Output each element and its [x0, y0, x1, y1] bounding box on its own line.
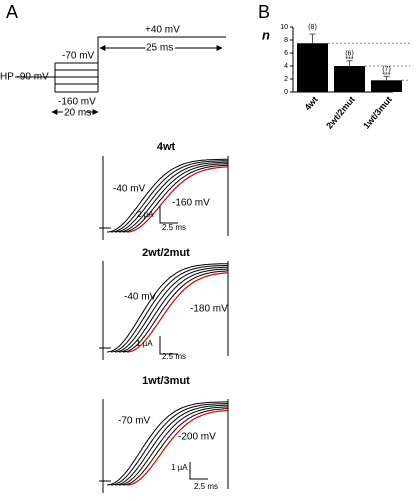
- current-trace: [118, 268, 229, 353]
- error-bar: [309, 33, 316, 44]
- y-axis-label: n: [262, 27, 270, 42]
- voltage-label: -160 mV: [58, 97, 96, 108]
- scale-label: 2.5 ms: [162, 223, 186, 232]
- trace-title: 4wt: [157, 141, 176, 153]
- current-trace: [110, 264, 229, 353]
- current-trace: [106, 263, 228, 353]
- current-trace: [114, 404, 229, 486]
- current-trace: [106, 158, 228, 233]
- current-trace: [118, 406, 229, 486]
- current-trace: [118, 163, 228, 233]
- scale-label: 2 µA: [137, 210, 154, 219]
- error-bar: [383, 75, 390, 81]
- significance: ***: [345, 57, 353, 64]
- scale-label: 2.5 ms: [194, 482, 218, 491]
- scale-label: 2.5 ms: [162, 352, 186, 361]
- current-trace: [110, 403, 229, 486]
- y-tick-label: 8: [284, 37, 288, 44]
- significance: ***: [382, 72, 390, 79]
- y-tick-label: 10: [280, 24, 288, 31]
- bar: [371, 80, 402, 92]
- n-label: (7): [382, 66, 391, 73]
- voltage-protocol: [15, 36, 226, 115]
- current-trace: [126, 409, 229, 486]
- bar: [334, 66, 365, 92]
- panel-label: B: [258, 2, 270, 22]
- y-tick-label: 2: [284, 76, 288, 83]
- trace-title: 2wt/2mut: [142, 247, 190, 259]
- current-trace: [122, 164, 229, 233]
- voltage-label: -40 mV: [113, 184, 146, 195]
- x-tick-label: 2wt/2mut: [324, 94, 357, 130]
- voltage-label: -70 mV: [62, 51, 95, 62]
- x-tick-label: 4wt: [303, 94, 320, 112]
- current-trace: [122, 408, 228, 486]
- panel-label: A: [6, 2, 18, 22]
- scale-bar: [189, 462, 208, 480]
- duration-label: 20 ms: [64, 108, 91, 119]
- error-bar: [346, 60, 353, 66]
- bar: [297, 43, 328, 92]
- scale-bar: [159, 206, 178, 224]
- x-tick-label: 1wt/3mut: [361, 94, 394, 130]
- current-trace: [110, 160, 229, 233]
- voltage-label: -200 mV: [178, 432, 216, 443]
- n-label: (6): [345, 51, 354, 58]
- voltage-label: -180 mV: [190, 304, 228, 315]
- current-trace: [106, 401, 228, 486]
- voltage-label: -160 mV: [172, 198, 210, 209]
- scale-label: 1 µA: [136, 339, 153, 348]
- current-trace: [122, 270, 229, 353]
- voltage-label: -70 mV: [118, 416, 151, 427]
- trace-title: 1wt/3mut: [142, 375, 190, 387]
- current-trace: [126, 166, 229, 233]
- scale-bar: [159, 336, 178, 355]
- y-tick-label: 6: [284, 50, 288, 57]
- n-label: (8): [308, 24, 317, 31]
- duration-label: 25 ms: [146, 43, 173, 54]
- current-trace: [126, 272, 229, 353]
- y-tick-label: 0: [284, 89, 288, 96]
- current-trace: [114, 161, 228, 233]
- voltage-label: +40 mV: [145, 25, 180, 36]
- voltage-label: -40 mV: [124, 292, 157, 303]
- y-tick-label: 4: [284, 63, 288, 70]
- scale-label: 1 µA: [171, 463, 188, 472]
- voltage-label: HP -90 mV: [0, 72, 49, 83]
- current-trace: [114, 266, 229, 353]
